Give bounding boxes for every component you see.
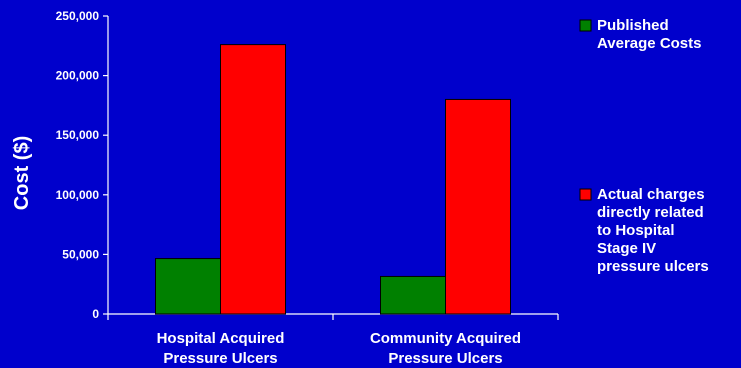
bar-actual-charges-hospital	[220, 44, 286, 315]
legend-label: Published Average Costs	[597, 17, 702, 52]
y-axis-label: Cost ($)	[11, 136, 33, 210]
bar-published-average-costs-hospital	[155, 258, 221, 315]
y-tick-label: 50,000	[62, 247, 99, 261]
bars	[155, 44, 511, 315]
x-category-label: Hospital Acquired Pressure Ulcers	[157, 330, 285, 367]
x-category-label: Community Acquired Pressure Ulcers	[370, 330, 521, 367]
bar-actual-charges-community	[445, 98, 511, 315]
y-tick-label: 200,000	[56, 69, 100, 83]
y-tick-label: 250,000	[56, 9, 100, 23]
legend: Published Average Costs Actual charges dire…	[579, 17, 709, 275]
legend-label: Actual charges directly related to Hospita…	[597, 186, 709, 275]
legend-swatch	[579, 188, 592, 201]
x-category-labels: Hospital Acquired Pressure Ulcers Communit…	[157, 330, 521, 367]
y-tick-labels: 0 50,000 100,000 150,000 200,000 250,000	[56, 9, 100, 321]
legend-swatch	[579, 19, 592, 32]
bar-published-average-costs-community	[380, 275, 446, 315]
y-tick-label: 100,000	[56, 188, 100, 202]
y-tick-label: 150,000	[56, 128, 100, 142]
y-tick-label: 0	[92, 307, 99, 321]
